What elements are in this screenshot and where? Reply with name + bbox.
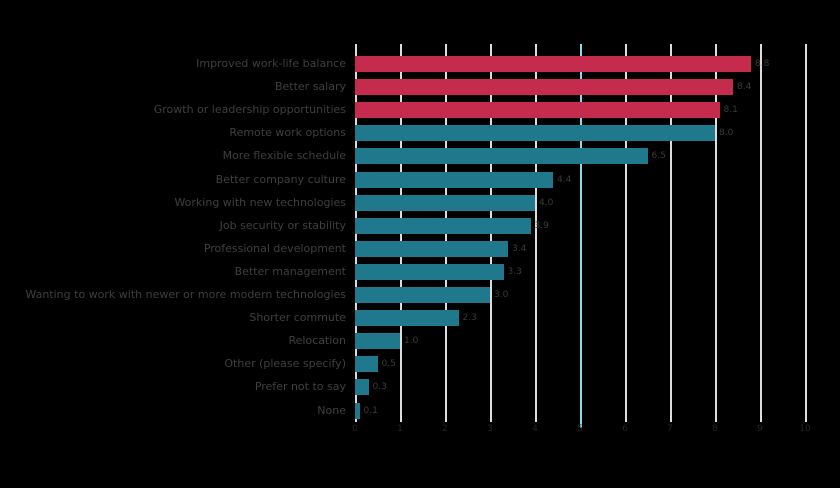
x-tick-label: 0 <box>352 424 358 434</box>
x-tick-label: 6 <box>622 424 628 434</box>
bar[interactable] <box>355 287 490 303</box>
x-tick-label: 2 <box>442 424 448 434</box>
category-label: Remote work options <box>229 126 346 140</box>
bar[interactable] <box>355 125 715 142</box>
value-label: 3.0 <box>494 290 509 300</box>
bar[interactable] <box>355 263 504 280</box>
bar[interactable] <box>355 240 508 257</box>
gridline <box>670 44 672 422</box>
value-label: 2.3 <box>462 313 477 324</box>
bar[interactable] <box>355 148 648 165</box>
category-label: Job security or stability <box>219 218 346 232</box>
bar[interactable] <box>355 356 378 373</box>
category-label: Relocation <box>288 334 346 348</box>
gridline <box>805 44 807 422</box>
plot-area: 8.8 8.4 8.1 8.0 6.5 4.4 4.0 3.9 3.4 3.3 3.0 2.3 1.0 0… <box>355 44 807 428</box>
value-label: 0.3 <box>372 382 387 393</box>
value-label: 4.4 <box>557 174 572 185</box>
x-tick-label: 9 <box>757 424 763 434</box>
bar[interactable] <box>355 379 369 396</box>
bar[interactable] <box>355 56 751 72</box>
bar[interactable] <box>355 310 459 327</box>
bar[interactable] <box>355 402 360 419</box>
gridline <box>715 44 717 422</box>
category-label: Other (please specify) <box>224 357 346 371</box>
category-label: Prefer not to say <box>254 380 346 394</box>
value-label: 8.8 <box>755 59 770 69</box>
x-tick-label: 3 <box>487 424 493 434</box>
value-label: 8.0 <box>719 128 734 139</box>
category-label: Working with new technologies <box>174 195 346 209</box>
category-label: Shorter commute <box>249 311 346 325</box>
bar[interactable] <box>355 171 553 188</box>
gridline <box>535 44 537 422</box>
value-label: 4.0 <box>539 197 554 208</box>
value-label: 8.4 <box>737 82 752 93</box>
category-label: Professional development <box>203 241 346 255</box>
category-label: None <box>317 403 346 417</box>
x-tick-label: 5 <box>577 424 583 434</box>
category-label: Better management <box>234 264 346 278</box>
value-label: 0.1 <box>363 405 378 416</box>
value-label: 0.5 <box>381 359 396 370</box>
value-label: 3.3 <box>507 266 522 277</box>
x-tick-label: 4 <box>532 424 538 434</box>
category-label: More flexible schedule <box>222 149 346 163</box>
x-tick-label: 1 <box>397 424 403 434</box>
value-label: 8.1 <box>723 105 738 116</box>
category-label: Wanting to work with newer or more moder… <box>25 288 346 301</box>
category-label: Growth or leadership opportunities <box>153 103 346 117</box>
x-tick-label: 7 <box>667 424 673 434</box>
value-label: 6.5 <box>651 151 666 162</box>
gridline <box>760 44 762 422</box>
value-label: 3.4 <box>512 243 527 254</box>
bar[interactable] <box>355 194 535 211</box>
value-label: 3.9 <box>534 220 549 231</box>
bar[interactable] <box>355 217 531 234</box>
x-tick-label: 10 <box>799 424 811 434</box>
x-tick-label: 8 <box>712 424 718 434</box>
category-label: Better salary <box>274 80 346 94</box>
bar[interactable] <box>355 79 733 96</box>
bar[interactable] <box>355 333 400 350</box>
value-label: 1.0 <box>404 336 419 347</box>
reference-line <box>580 44 582 428</box>
category-label: Better company culture <box>215 172 346 186</box>
category-label: Improved work-life balance <box>196 57 346 70</box>
bar[interactable] <box>355 102 720 119</box>
gridline <box>625 44 627 422</box>
